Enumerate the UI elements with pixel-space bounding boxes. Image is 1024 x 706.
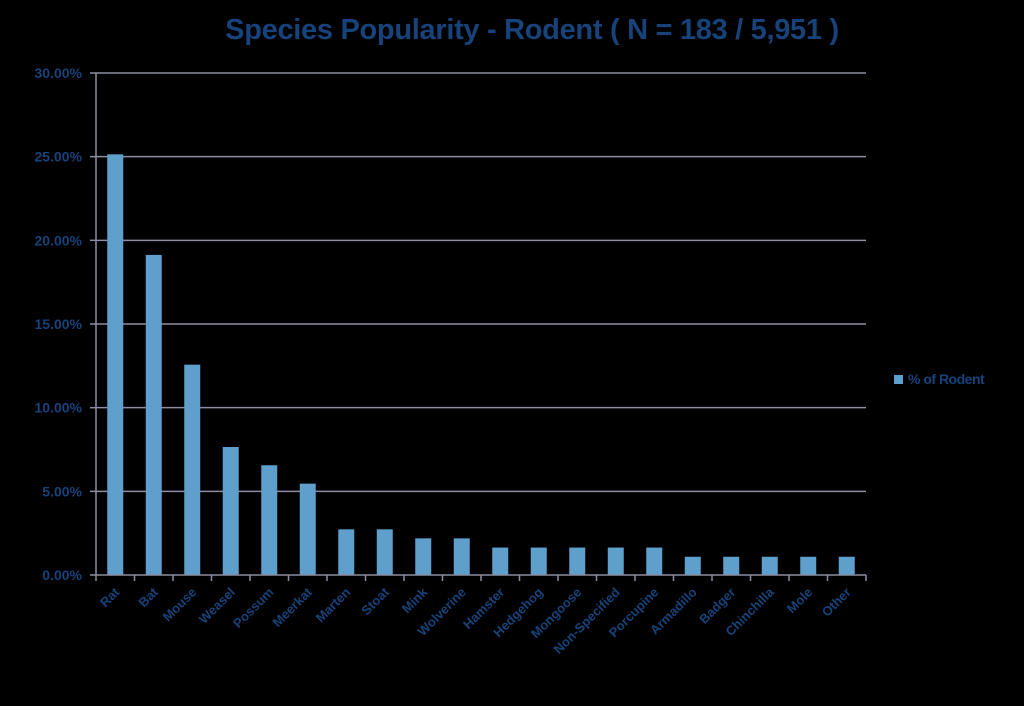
bar — [607, 547, 624, 575]
x-tick-label: Possum — [230, 585, 276, 631]
x-tick-label: Mink — [399, 584, 431, 616]
axes — [90, 72, 867, 581]
y-axis-labels: 0.00% 5.00% 10.00% 15.00% 20.00% 25.00% 30.00% — [35, 65, 83, 583]
bars — [107, 154, 855, 575]
chart-title: Species Popularity - Rodent ( N = 183 / … — [225, 14, 839, 46]
bar — [492, 547, 509, 575]
bar — [453, 538, 470, 575]
bar — [761, 556, 778, 575]
bar — [184, 364, 201, 575]
gridlines — [96, 72, 866, 493]
legend-label: % of Rodent — [908, 371, 985, 387]
y-tick-label: 20.00% — [35, 232, 83, 248]
y-tick-label: 10.00% — [35, 400, 83, 416]
x-tick-label: Mole — [784, 585, 816, 617]
bar — [145, 254, 162, 575]
bar — [415, 538, 432, 575]
bar — [684, 556, 701, 575]
x-tick-label: Meerkat — [270, 584, 316, 630]
legend: % of Rodent — [894, 371, 985, 387]
bar — [530, 547, 547, 575]
bar — [222, 446, 239, 575]
bar — [646, 547, 663, 575]
x-tick-label: Bat — [135, 584, 161, 610]
bar — [261, 465, 278, 575]
y-tick-label: 5.00% — [42, 483, 82, 499]
bar — [376, 529, 393, 575]
bar — [338, 529, 355, 575]
x-tick-label: Stoat — [358, 584, 392, 618]
y-tick-label: 0.00% — [42, 567, 82, 583]
y-tick-label: 30.00% — [35, 65, 83, 81]
bar — [569, 547, 586, 575]
bar — [107, 154, 124, 575]
x-tick-label: Marten — [313, 584, 354, 625]
x-tick-label: Rat — [97, 584, 123, 610]
x-tick-label: Other — [819, 585, 854, 620]
x-tick-label: Mouse — [160, 585, 200, 625]
legend-swatch — [894, 374, 903, 384]
bar — [723, 556, 740, 575]
x-tick-label: Non-Specified — [550, 584, 622, 656]
y-tick-label: 15.00% — [35, 316, 83, 332]
bar — [800, 556, 817, 575]
y-tick-label: 25.00% — [35, 149, 83, 165]
bar — [838, 556, 855, 575]
bar — [299, 483, 316, 575]
